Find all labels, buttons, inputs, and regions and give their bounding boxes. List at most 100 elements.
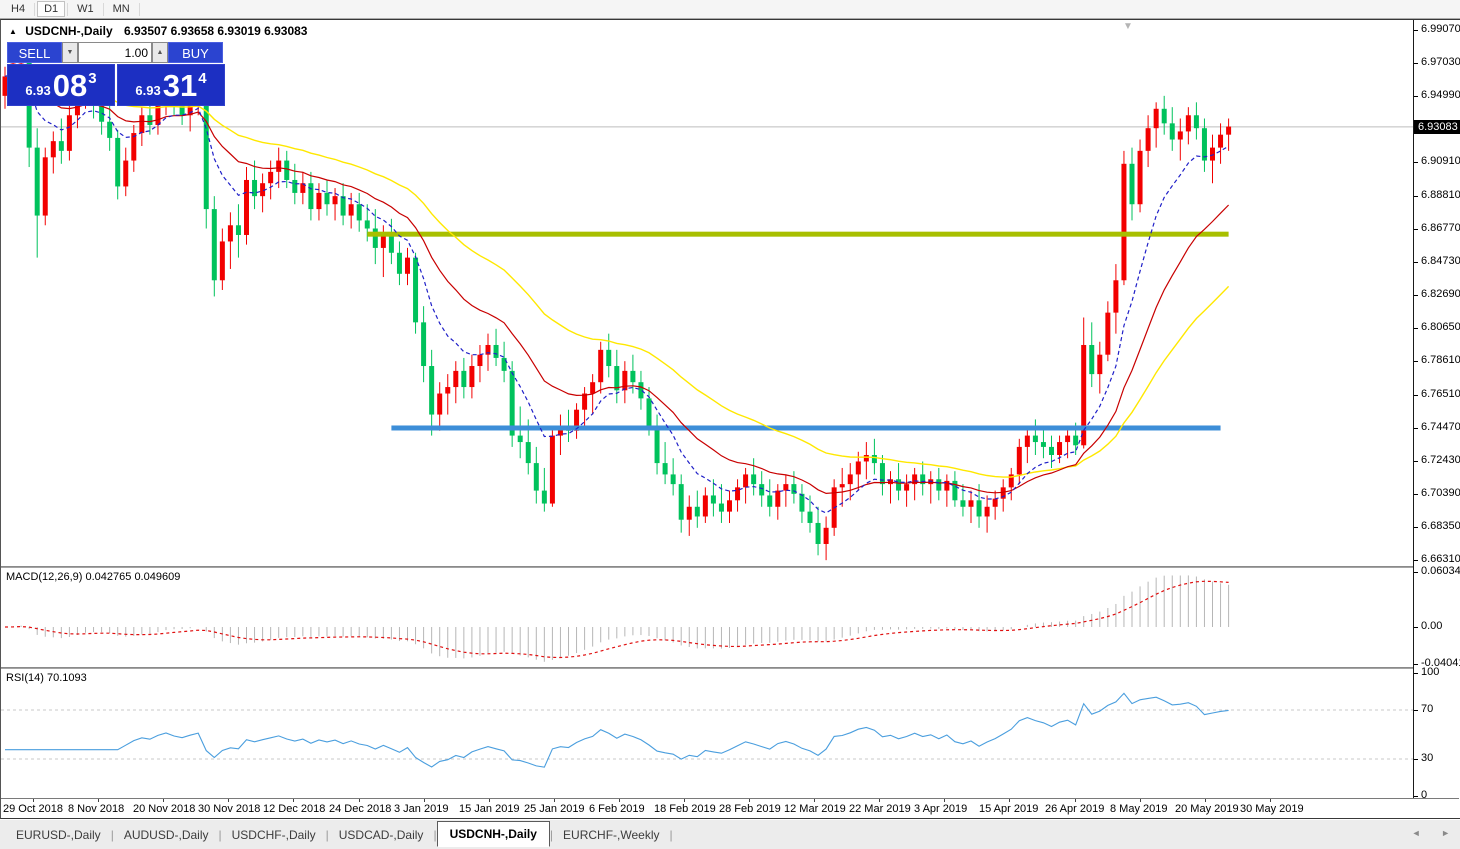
candle-body [1081,344,1087,446]
candle-body [461,370,467,388]
candle-body [574,409,580,431]
candle-body [976,500,982,517]
price-axis-label-tick [1414,63,1418,64]
chart-tab-usdcad-daily[interactable]: USDCAD-,Daily [338,827,424,842]
time-axis-tick [879,799,880,802]
price-axis-label-tick [1414,428,1418,429]
volume-decrease-button[interactable]: ▼ [62,42,78,63]
candle-body [614,366,620,391]
candle-body [896,479,902,491]
price-axis-label-tick [1414,295,1418,296]
time-axis-label: 3 Jan 2019 [394,803,449,815]
chart-tab-eurchf-weekly[interactable]: EURCHF-,Weekly [563,827,660,842]
timeframe-button-w1[interactable]: W1 [77,3,94,15]
candle-body [380,234,386,248]
time-axis-label: 8 May 2019 [1110,803,1168,815]
time-axis-label: 30 Nov 2018 [198,803,261,815]
price-axis-label: 6.78610 [1421,354,1460,366]
timeframe-button-mn[interactable]: MN [112,3,130,15]
timeframe-button-d1[interactable]: D1 [37,1,66,17]
rsi-axis-label: 70 [1421,703,1434,715]
chart-tab-usdchf-daily[interactable]: USDCHF-,Daily [231,827,316,842]
candle-body [960,500,966,507]
time-axis-tick [814,799,815,802]
candle-body [888,479,893,485]
chart-window[interactable]: ▲ USDCNH-,Daily 6.93507 6.93658 6.93019 … [0,19,1460,819]
candle-body [308,183,314,210]
candle-body [735,487,741,501]
candle-body [718,503,724,512]
timeframe-button-h4[interactable]: H4 [11,3,26,15]
candle-body [332,196,338,205]
candle-body [1008,474,1014,488]
buy-price-button[interactable]: 6.93 31 4 [117,64,225,106]
candle-body [847,474,853,485]
price-chart-pane[interactable] [1,20,1413,566]
time-axis-tick [228,799,229,802]
rsi-value: 70.1093 [46,672,87,684]
price-axis[interactable]: 6.99070 6.97030 6.94990 6.90910 6.88810 6.867… [1413,20,1460,801]
chart-shift-icon[interactable]: ▼ [1123,21,1133,32]
price-axis-label-tick [1414,30,1418,31]
candle-body [324,192,330,205]
volume-input[interactable] [78,42,152,63]
candle-body [670,474,676,485]
sell-button[interactable]: SELL [7,42,62,63]
time-axis[interactable]: 29 Oct 2018 8 Nov 2018 20 Nov 2018 30 Nov 2… [1,798,1459,818]
chart-tab-audusd-daily[interactable]: AUDUSD-,Daily [123,827,209,842]
chart-tab-usdcnh-daily[interactable]: USDCNH-,Daily [436,820,550,847]
candle-body [912,474,918,485]
candle-body [1089,344,1095,375]
candle-body [952,480,958,501]
candle-body [541,490,547,504]
sell-price-button[interactable]: 6.93 08 3 [7,64,115,106]
candle-body [638,382,644,399]
macd-label: MACD(12,26,9) 0.042765 0.049609 [6,571,180,583]
candle-body [775,490,781,507]
pane-separator[interactable] [1,667,1459,669]
time-axis-label: 24 Dec 2018 [329,803,392,815]
tab-separator: | [669,827,673,842]
candle-body [622,370,628,391]
buy-button[interactable]: BUY [168,42,223,63]
tab-scroll-left-icon[interactable]: ◄ [1411,828,1421,838]
chart-ohlc-values: 6.93507 6.93658 6.93019 6.93083 [123,24,308,38]
sell-price-prefix: 6.93 [25,83,51,98]
candle-body [2,76,8,96]
candle-body [501,357,507,371]
candle-body [557,425,563,436]
candle-body [421,322,427,367]
candle-body [743,474,749,488]
pane-separator[interactable] [1,566,1459,568]
candle-body [34,147,40,216]
rsi-pane[interactable] [1,669,1413,798]
candle-body [549,435,555,504]
time-axis-label: 20 Nov 2018 [133,803,196,815]
macd-pane[interactable] [1,568,1413,667]
time-axis-tick [163,799,164,802]
time-axis-label: 15 Jan 2019 [459,803,520,815]
candle-body [1040,442,1046,447]
collapse-quote-panel-icon[interactable]: ▲ [9,27,17,36]
rsi-axis-label-tick [1414,796,1418,797]
price-axis-label-tick [1414,461,1418,462]
tab-scroll-right-icon[interactable]: ► [1441,828,1450,838]
rsi-label: RSI(14) 70.1093 [6,672,87,684]
candle-body [783,484,789,491]
candle-body [1073,435,1079,446]
time-axis-tick [749,799,750,802]
time-axis-label: 25 Jan 2019 [524,803,585,815]
candle-body [799,493,805,512]
candle-body [413,257,419,323]
time-axis-tick [98,799,99,802]
candle-body [58,141,64,151]
macd-axis-label-tick [1414,664,1418,665]
candle-body [654,425,660,464]
candle-body [936,479,942,491]
macd-signal-value: 0.049609 [134,571,181,583]
candle-body [1153,108,1159,129]
chart-tab-eurusd-daily[interactable]: EURUSD-,Daily [16,827,101,842]
volume-increase-button[interactable]: ▲ [152,42,168,63]
time-axis-label: 6 Feb 2019 [589,803,645,815]
macd-value: 0.042765 [85,571,132,583]
